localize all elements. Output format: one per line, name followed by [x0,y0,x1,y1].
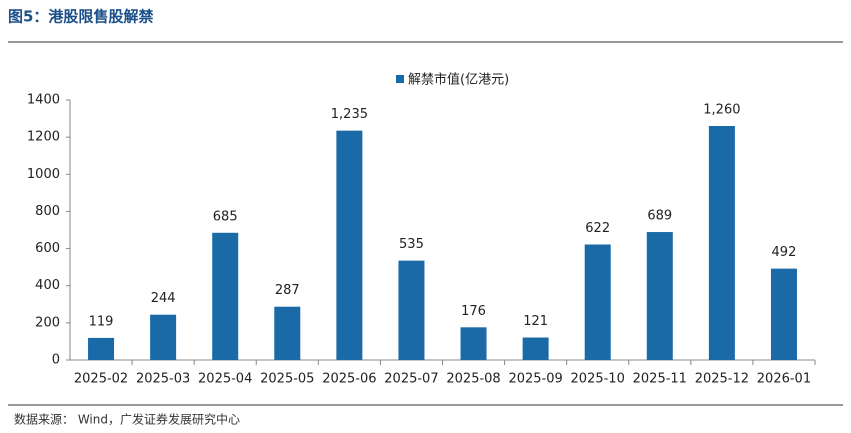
y-tick-label: 0 [52,353,60,368]
x-tick-label: 2025-02 [74,372,128,387]
value-label: 1,235 [331,107,368,122]
x-tick-label: 2025-06 [322,372,376,387]
value-label: 119 [89,314,114,329]
x-tick-label: 2025-08 [446,372,500,387]
value-label: 492 [772,245,797,260]
bar [212,232,239,360]
x-tick-label: 2025-03 [136,372,190,387]
value-label: 622 [585,221,610,236]
bar [522,337,549,360]
value-label: 244 [151,291,176,306]
bar [150,314,177,360]
bar [584,244,611,360]
bar [770,268,797,360]
legend-swatch [396,75,404,83]
bar [646,232,673,360]
value-label: 287 [275,283,300,298]
x-tick-label: 2025-12 [695,372,749,387]
bar [274,306,301,360]
value-label: 535 [399,237,424,252]
x-tick-label: 2025-04 [198,372,252,387]
x-tick-label: 2025-05 [260,372,314,387]
y-tick-label: 1000 [27,167,60,182]
bar [88,337,115,360]
x-tick-label: 2025-07 [384,372,438,387]
x-tick-label: 2025-10 [571,372,625,387]
bar [708,126,735,360]
value-label: 1,260 [703,103,740,118]
legend-label: 解禁市值(亿港元) [408,72,509,88]
y-tick-label: 800 [35,204,60,219]
y-tick-label: 200 [35,315,60,330]
value-label: 685 [213,209,238,224]
bar [460,327,487,360]
y-tick-label: 1200 [27,130,60,145]
value-label: 176 [461,304,486,319]
bar [336,130,363,360]
x-tick-label: 2025-09 [508,372,562,387]
x-tick-label: 2025-11 [633,372,687,387]
value-label: 689 [647,209,672,224]
y-tick-label: 400 [35,278,60,293]
bar [398,260,425,360]
x-tick-label: 2026-01 [757,372,811,387]
y-tick-label: 1400 [27,93,60,108]
value-label: 121 [523,314,548,329]
y-tick-label: 600 [35,241,60,256]
source: 数据来源： Wind，广发证券发展研究中心 [14,412,240,427]
chart-title: 图5：港股限售股解禁 [8,8,153,26]
